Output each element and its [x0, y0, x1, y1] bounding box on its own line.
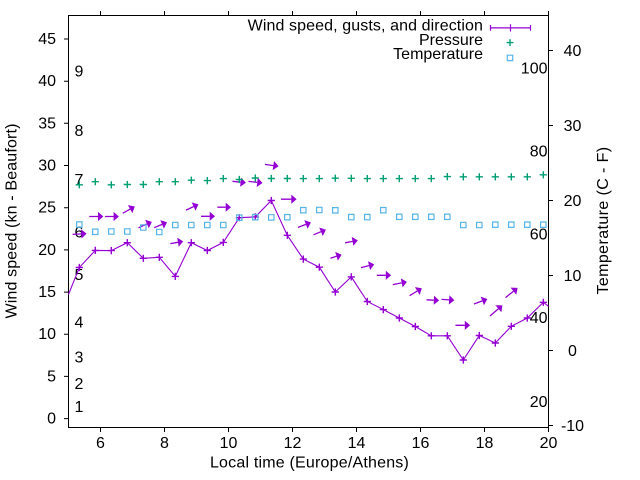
- svg-text:16: 16: [412, 435, 430, 452]
- svg-text:0: 0: [568, 343, 577, 360]
- svg-text:25: 25: [38, 200, 56, 217]
- svg-text:4: 4: [75, 315, 84, 332]
- svg-text:10: 10: [564, 268, 582, 285]
- svg-text:1: 1: [75, 399, 84, 416]
- svg-text:Wind speed, gusts, and directi: Wind speed, gusts, and direction: [248, 18, 483, 35]
- svg-text:12: 12: [284, 435, 302, 452]
- svg-text:8: 8: [160, 435, 169, 452]
- svg-text:20: 20: [38, 242, 56, 259]
- svg-text:8: 8: [75, 123, 84, 140]
- svg-text:7: 7: [75, 172, 84, 189]
- svg-text:40: 40: [530, 310, 548, 327]
- svg-text:Temperature: Temperature: [393, 46, 483, 63]
- svg-text:35: 35: [38, 115, 56, 132]
- svg-text:40: 40: [38, 73, 56, 90]
- svg-text:2: 2: [75, 376, 84, 393]
- svg-text:Pressure: Pressure: [419, 32, 483, 49]
- svg-text:45: 45: [38, 31, 56, 48]
- svg-text:20: 20: [530, 394, 548, 411]
- svg-text:30: 30: [564, 118, 582, 135]
- svg-text:10: 10: [38, 326, 56, 343]
- svg-text:6: 6: [96, 435, 105, 452]
- svg-text:10: 10: [220, 435, 238, 452]
- svg-text:9: 9: [75, 64, 84, 81]
- svg-text:5: 5: [47, 368, 56, 385]
- svg-text:Temperature (C - F): Temperature (C - F): [595, 146, 612, 294]
- svg-text:30: 30: [38, 158, 56, 175]
- svg-text:6: 6: [75, 225, 84, 242]
- svg-text:15: 15: [38, 284, 56, 301]
- svg-text:80: 80: [530, 144, 548, 161]
- svg-text:5: 5: [75, 267, 84, 284]
- svg-text:20: 20: [540, 435, 558, 452]
- svg-text:Wind speed (kn - Beaufort): Wind speed (kn - Beaufort): [4, 123, 21, 318]
- svg-text:100: 100: [521, 61, 548, 78]
- svg-text:Local time (Europe/Athens): Local time (Europe/Athens): [210, 455, 409, 472]
- svg-text:40: 40: [564, 43, 582, 60]
- svg-text:3: 3: [75, 350, 84, 367]
- svg-text:14: 14: [348, 435, 366, 452]
- svg-text:60: 60: [530, 227, 548, 244]
- svg-text:20: 20: [564, 193, 582, 210]
- svg-text:0: 0: [47, 411, 56, 428]
- svg-text:-10: -10: [561, 418, 584, 435]
- svg-text:18: 18: [476, 435, 494, 452]
